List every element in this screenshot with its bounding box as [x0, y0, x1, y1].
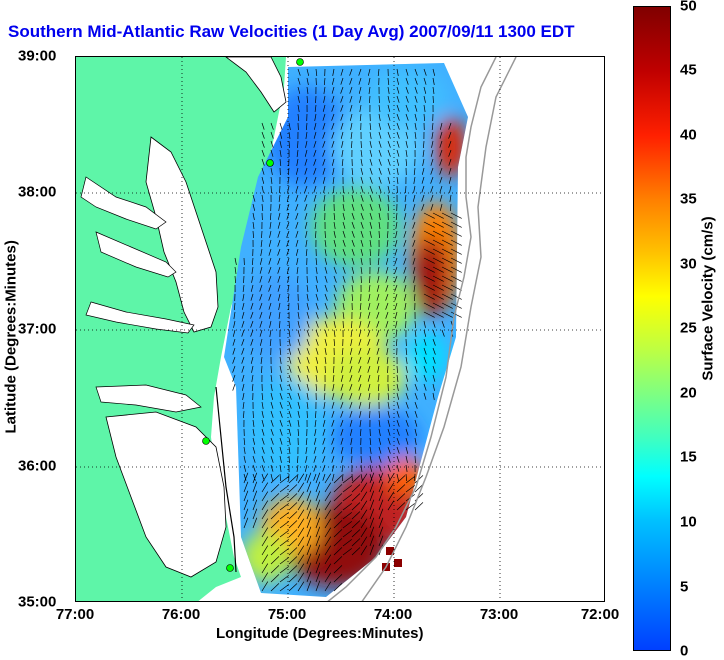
colorbar-tick-label: 0 — [680, 642, 689, 660]
station-marker — [202, 437, 210, 445]
colorbar-tick-label: 20 — [680, 384, 697, 402]
map-svg — [76, 57, 604, 601]
colorbar-title: Surface Velocity (cm/s) — [699, 216, 717, 381]
james-river — [85, 301, 195, 334]
x-tick-label: 74:00 — [373, 606, 413, 623]
x-tick-label: 75:00 — [267, 606, 307, 623]
potomac-river — [80, 176, 167, 230]
y-axis-title: Latitude (Degrees:Minutes) — [2, 240, 20, 434]
albemarle-sound — [95, 384, 202, 413]
colorbar-tick-label: 35 — [680, 190, 697, 208]
station-marker — [226, 564, 234, 572]
colorbar-tick-label: 25 — [680, 319, 697, 337]
y-tick-label: 37:00 — [18, 320, 57, 338]
x-tick-label: 73:00 — [479, 606, 519, 623]
chesapeake-bay — [145, 136, 219, 333]
colorbar-tick-label: 15 — [680, 448, 697, 466]
colorbar-tick-label: 45 — [680, 61, 697, 79]
y-tick-label: 39:00 — [18, 47, 57, 65]
colorbar-tick-label: 5 — [680, 578, 689, 596]
x-tick-label: 77:00 — [55, 606, 95, 623]
station-marker — [296, 58, 304, 66]
colorbar-tick-label: 10 — [680, 513, 697, 531]
map-plot-area — [75, 56, 605, 602]
colorbar-tick-label: 40 — [680, 126, 697, 144]
colorbar — [633, 6, 671, 651]
y-tick-label: 35:00 — [18, 593, 57, 611]
x-tick-label: 76:00 — [161, 606, 201, 623]
colorbar-tick-label: 30 — [680, 255, 697, 273]
shelf-isobath — [361, 57, 517, 601]
grid-lines — [76, 57, 604, 601]
x-tick-label: 72:00 — [580, 606, 620, 623]
y-tick-label: 36:00 — [18, 457, 57, 475]
y-tick-label: 38:00 — [18, 183, 57, 201]
pamlico-sound — [105, 411, 227, 578]
delaware-bay — [225, 57, 287, 113]
colorbar-tick-label: 50 — [680, 0, 697, 15]
rappahannock-river — [95, 231, 177, 278]
velocity-field — [224, 63, 468, 597]
x-axis-title: Longitude (Degrees:Minutes) — [216, 625, 424, 642]
velocity-cell — [394, 559, 402, 567]
shelf-isobath — [327, 57, 497, 601]
outer-banks — [215, 386, 237, 573]
velocity-cell — [386, 547, 394, 555]
station-marker — [266, 159, 274, 167]
map-title: Southern Mid-Atlantic Raw Velocities (1 … — [8, 22, 575, 41]
